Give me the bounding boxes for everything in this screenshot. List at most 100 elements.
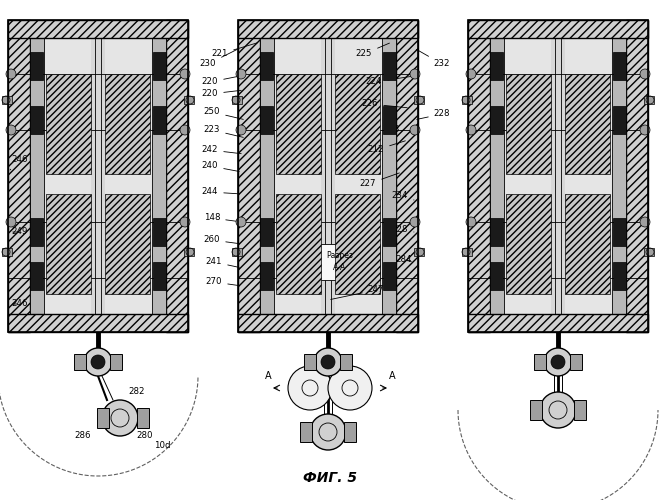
Circle shape	[236, 125, 246, 135]
Bar	[105, 194, 150, 294]
Text: A: A	[389, 371, 395, 381]
Bar	[383, 106, 396, 134]
Text: 246: 246	[10, 156, 28, 170]
Bar	[414, 248, 424, 256]
Circle shape	[640, 125, 650, 135]
Bar	[30, 106, 43, 134]
Bar	[30, 218, 43, 246]
Circle shape	[410, 69, 420, 79]
Bar	[153, 262, 166, 290]
Circle shape	[84, 348, 112, 376]
Circle shape	[310, 414, 346, 450]
Circle shape	[180, 69, 190, 79]
Bar	[110, 354, 122, 370]
Text: 282: 282	[128, 388, 145, 396]
Circle shape	[288, 366, 332, 410]
Text: 250: 250	[204, 108, 244, 120]
Circle shape	[540, 392, 576, 428]
Bar	[468, 20, 648, 38]
Circle shape	[6, 69, 16, 79]
Text: А-А: А-А	[333, 264, 346, 272]
Bar	[260, 262, 273, 290]
Bar	[2, 96, 12, 104]
Bar	[340, 354, 352, 370]
Bar	[260, 52, 273, 80]
Bar	[184, 248, 194, 256]
Bar	[304, 354, 316, 370]
Bar	[383, 218, 396, 246]
Bar	[232, 96, 242, 104]
Bar	[344, 422, 356, 442]
Bar	[153, 218, 166, 246]
Circle shape	[551, 355, 565, 369]
Bar	[462, 96, 472, 104]
Bar	[238, 314, 418, 332]
Bar	[276, 194, 321, 294]
Bar	[468, 20, 490, 332]
Bar	[44, 38, 152, 314]
Circle shape	[410, 125, 420, 135]
Bar	[504, 38, 612, 314]
Text: 270: 270	[206, 278, 240, 286]
Bar	[335, 74, 380, 174]
Bar	[166, 20, 188, 332]
Circle shape	[321, 355, 335, 369]
Text: 246: 246	[12, 300, 28, 308]
Bar	[490, 218, 503, 246]
Text: 212: 212	[368, 141, 405, 154]
Bar	[137, 408, 149, 428]
Bar	[184, 96, 194, 104]
Circle shape	[466, 69, 476, 79]
Text: 230: 230	[200, 49, 238, 68]
Bar	[626, 20, 648, 332]
Bar	[153, 52, 166, 80]
Bar	[534, 354, 546, 370]
Bar	[232, 248, 242, 256]
Bar	[570, 354, 582, 370]
Bar	[644, 96, 654, 104]
Bar	[46, 194, 91, 294]
Text: 221: 221	[212, 43, 257, 59]
Text: 228: 228	[392, 226, 414, 234]
Bar	[260, 38, 274, 314]
Circle shape	[236, 217, 246, 227]
Text: 286: 286	[75, 432, 91, 440]
Bar	[321, 38, 335, 314]
Circle shape	[328, 366, 372, 410]
Text: 234: 234	[392, 192, 414, 200]
Bar	[152, 38, 166, 314]
Bar	[105, 74, 150, 174]
Text: 243: 243	[383, 126, 400, 134]
Text: 232: 232	[416, 50, 450, 68]
Text: 227: 227	[360, 173, 399, 188]
Bar	[300, 244, 380, 280]
Bar	[613, 106, 626, 134]
Text: A: A	[265, 371, 271, 381]
Text: 244: 244	[202, 188, 239, 196]
Bar	[2, 248, 12, 256]
Circle shape	[544, 348, 572, 376]
Circle shape	[102, 400, 138, 436]
Circle shape	[180, 217, 190, 227]
Text: 228: 228	[416, 110, 450, 120]
Bar	[506, 74, 551, 174]
Bar	[396, 20, 418, 332]
Circle shape	[466, 125, 476, 135]
Bar	[238, 20, 260, 332]
Bar	[260, 218, 273, 246]
Bar	[8, 20, 188, 38]
Bar	[644, 248, 654, 256]
Text: 241: 241	[206, 258, 240, 268]
Bar	[8, 314, 188, 332]
Bar	[530, 400, 542, 420]
Bar	[74, 354, 86, 370]
Text: 224: 224	[366, 76, 411, 86]
Circle shape	[640, 69, 650, 79]
Text: 225: 225	[356, 43, 389, 59]
Bar	[613, 52, 626, 80]
Text: 260: 260	[204, 236, 239, 244]
Bar	[414, 96, 424, 104]
Bar	[46, 74, 91, 174]
Bar	[238, 20, 418, 38]
Circle shape	[410, 217, 420, 227]
